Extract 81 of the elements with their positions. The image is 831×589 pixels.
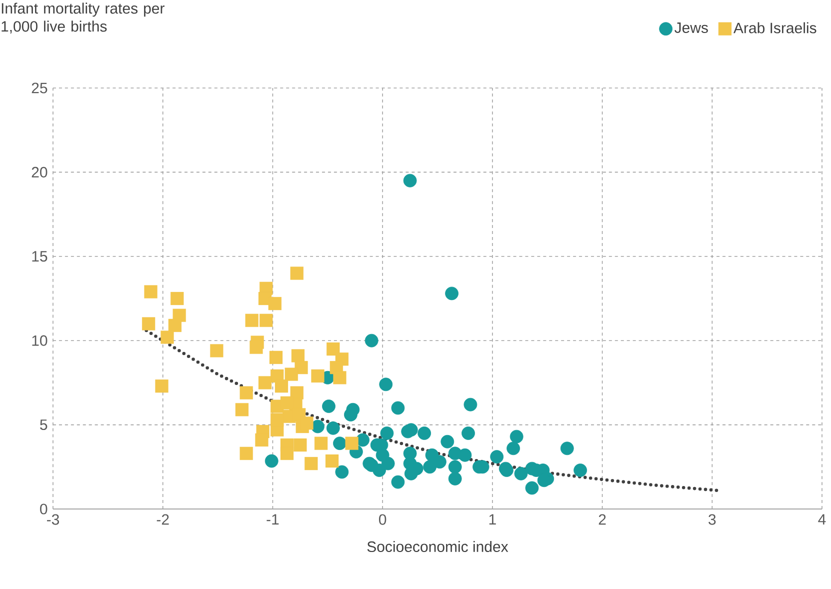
point [448, 460, 462, 474]
point [458, 448, 472, 462]
legend-label: Arab Israelis [733, 22, 816, 34]
point [345, 436, 358, 450]
x-tick-label: -1 [266, 514, 279, 525]
x-tick-label: -3 [47, 514, 60, 525]
point [510, 430, 524, 444]
point [260, 314, 273, 327]
point [440, 434, 454, 448]
point [258, 376, 272, 390]
point [311, 369, 324, 383]
point [269, 350, 283, 364]
point [404, 423, 418, 437]
point [335, 465, 349, 479]
point [235, 403, 249, 416]
point [314, 436, 328, 450]
point [322, 400, 336, 413]
point [284, 368, 298, 381]
point [381, 456, 395, 470]
point [379, 378, 393, 392]
point [490, 450, 504, 464]
point [250, 340, 263, 354]
point [391, 475, 405, 489]
point [574, 464, 588, 477]
y-axis-title: Infant mortality rates per 1,000 live births [2, 2, 164, 34]
point [170, 292, 184, 306]
legend-label: Jews [674, 22, 708, 34]
point [325, 454, 339, 468]
y-tick-label: 20 [32, 166, 48, 178]
point [333, 436, 346, 450]
point [270, 413, 284, 426]
point [380, 426, 394, 440]
point [304, 456, 318, 470]
point [290, 266, 304, 280]
x-tick-label: 3 [708, 514, 716, 525]
point [333, 371, 346, 384]
x-tick-label: 0 [378, 514, 386, 525]
x-tick-label: 4 [818, 514, 826, 525]
point [240, 446, 253, 460]
point [464, 398, 478, 412]
y-tick-label: 0 [40, 504, 48, 514]
x-tick-label: 2 [598, 514, 606, 525]
point [144, 285, 158, 298]
point [432, 455, 446, 469]
point [506, 442, 520, 456]
y-tick-label: 25 [32, 82, 48, 94]
point [514, 466, 528, 480]
point [311, 420, 324, 434]
point [391, 401, 405, 415]
point [294, 438, 307, 452]
point [326, 342, 340, 356]
point [142, 317, 156, 330]
point [210, 344, 224, 358]
point [264, 454, 278, 468]
point [423, 460, 437, 474]
point [240, 386, 253, 400]
point [525, 481, 539, 495]
x-tick-label: -2 [156, 514, 169, 525]
y-tick-label: 10 [32, 335, 48, 346]
x-tick-label: 1 [489, 514, 496, 525]
point [445, 286, 458, 300]
point [418, 426, 432, 440]
point [274, 380, 288, 393]
point [155, 380, 168, 393]
point [560, 442, 574, 456]
point [326, 421, 340, 435]
point [364, 334, 378, 348]
y-tick-label: 15 [32, 251, 48, 262]
point [356, 433, 370, 447]
x-axis-title: Socioeconomic index [367, 541, 508, 552]
point [255, 433, 268, 447]
y-tick-label: 5 [40, 420, 48, 430]
point [268, 296, 282, 310]
point [448, 472, 462, 486]
point [245, 314, 258, 327]
point [344, 408, 358, 422]
point [462, 426, 475, 440]
point [168, 318, 182, 332]
point [403, 174, 417, 188]
point [160, 330, 174, 344]
point [280, 446, 294, 460]
